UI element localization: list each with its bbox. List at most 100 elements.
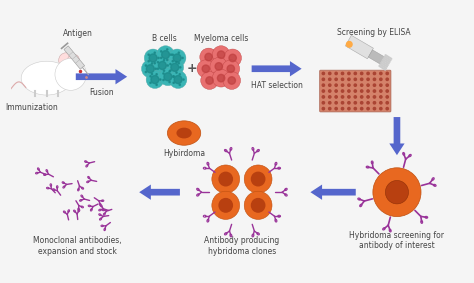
Circle shape [386, 96, 388, 98]
Circle shape [348, 102, 350, 104]
Circle shape [212, 46, 230, 64]
Circle shape [354, 102, 356, 104]
Circle shape [367, 90, 369, 92]
Circle shape [172, 54, 173, 55]
Circle shape [361, 84, 363, 86]
Circle shape [335, 72, 337, 75]
Circle shape [348, 108, 350, 110]
Circle shape [173, 76, 174, 77]
Circle shape [169, 71, 170, 72]
Circle shape [367, 96, 369, 98]
Circle shape [346, 42, 352, 47]
Circle shape [251, 172, 265, 186]
Circle shape [156, 84, 157, 85]
Circle shape [151, 73, 153, 75]
Circle shape [361, 96, 363, 98]
Circle shape [222, 60, 240, 78]
Circle shape [205, 53, 212, 61]
Circle shape [386, 102, 388, 104]
Circle shape [322, 84, 325, 86]
Circle shape [154, 63, 155, 64]
Circle shape [182, 57, 183, 59]
Circle shape [367, 108, 369, 110]
Circle shape [328, 72, 331, 75]
Circle shape [386, 72, 388, 75]
Circle shape [67, 54, 80, 67]
Circle shape [380, 90, 382, 92]
Circle shape [328, 108, 331, 110]
Circle shape [361, 78, 363, 80]
Circle shape [166, 58, 183, 76]
Circle shape [215, 63, 222, 70]
Circle shape [170, 70, 171, 71]
Circle shape [183, 79, 184, 80]
Circle shape [197, 60, 215, 78]
Text: Hybirdoma: Hybirdoma [163, 149, 205, 158]
Circle shape [155, 68, 156, 69]
Circle shape [322, 108, 325, 110]
Circle shape [354, 72, 356, 75]
Circle shape [229, 54, 237, 62]
Circle shape [386, 108, 388, 110]
Circle shape [322, 78, 325, 80]
Circle shape [223, 72, 240, 89]
Circle shape [386, 84, 388, 86]
Circle shape [161, 57, 162, 59]
Circle shape [150, 76, 151, 77]
Ellipse shape [21, 61, 72, 95]
Circle shape [161, 51, 162, 52]
Circle shape [335, 90, 337, 92]
Circle shape [328, 84, 331, 86]
Circle shape [322, 90, 325, 92]
Circle shape [354, 108, 356, 110]
Circle shape [251, 199, 265, 212]
Circle shape [244, 191, 272, 219]
Circle shape [328, 78, 331, 80]
Circle shape [354, 96, 356, 98]
Circle shape [374, 72, 375, 75]
Circle shape [354, 84, 356, 86]
Circle shape [146, 71, 164, 89]
Circle shape [145, 65, 146, 66]
Text: Screening by ELISA: Screening by ELISA [337, 28, 410, 37]
Ellipse shape [177, 128, 191, 138]
Circle shape [146, 65, 154, 73]
Circle shape [341, 78, 344, 80]
Circle shape [179, 84, 181, 85]
Circle shape [212, 165, 240, 193]
Circle shape [328, 90, 331, 92]
Polygon shape [346, 35, 374, 59]
Circle shape [374, 78, 375, 80]
Circle shape [335, 102, 337, 104]
Circle shape [145, 71, 146, 73]
Circle shape [210, 57, 228, 75]
Circle shape [157, 62, 158, 63]
Circle shape [322, 96, 325, 98]
Polygon shape [368, 50, 384, 64]
Circle shape [354, 90, 356, 92]
Circle shape [335, 78, 337, 80]
Circle shape [174, 76, 182, 83]
Circle shape [374, 84, 375, 86]
Circle shape [341, 96, 344, 98]
Circle shape [176, 72, 177, 73]
Text: B cells: B cells [152, 34, 176, 43]
Circle shape [142, 60, 159, 78]
Circle shape [348, 96, 350, 98]
Circle shape [212, 191, 240, 219]
Circle shape [367, 72, 369, 75]
Circle shape [218, 74, 225, 82]
Circle shape [158, 57, 159, 59]
Circle shape [380, 84, 382, 86]
Circle shape [227, 65, 235, 72]
Circle shape [341, 84, 344, 86]
Circle shape [374, 96, 375, 98]
Circle shape [163, 79, 164, 81]
Circle shape [361, 108, 363, 110]
Circle shape [374, 90, 375, 92]
Circle shape [150, 82, 151, 83]
Circle shape [335, 84, 337, 86]
Circle shape [172, 61, 173, 62]
Circle shape [380, 102, 382, 104]
Text: Immunization: Immunization [5, 103, 58, 112]
